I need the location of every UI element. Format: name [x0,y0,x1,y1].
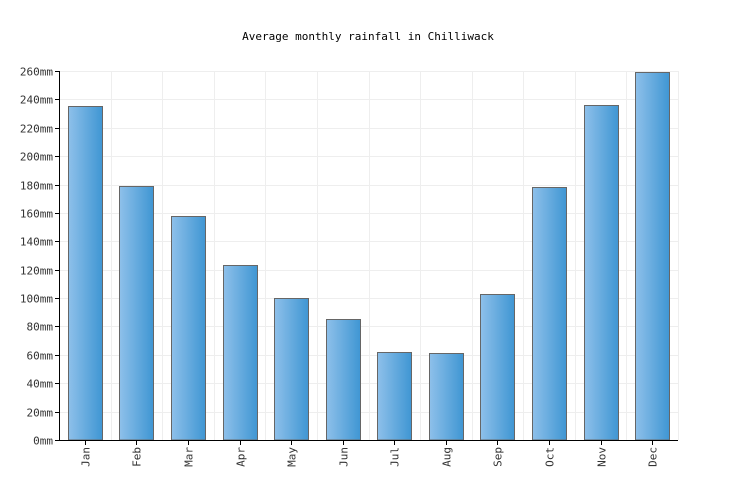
bar-jan [68,106,103,441]
x-tick-label-may: May [286,447,299,467]
y-tick-label: 260mm [20,66,53,79]
x-tick-label-oct: Oct [544,447,557,467]
y-tick-label: 180mm [20,180,53,193]
bar-jul [377,352,412,441]
chart-title: Average monthly rainfall in Chilliwack [242,30,494,43]
y-tick-label: 240mm [20,94,53,107]
x-tick-label-feb: Feb [131,447,144,467]
x-tick-label-sep: Sep [492,447,505,467]
y-tick-label: 220mm [20,123,53,136]
y-tick-label: 160mm [20,208,53,221]
x-tick-label-jul: Jul [389,447,402,467]
bar-nov [584,105,619,441]
y-tick-labels: 0mm 20mm 40mm 60mm 80mm 100mm 120mm 140mm 160mm 1… [20,66,53,448]
x-tick-label-jan: Jan [80,447,93,467]
bar-feb [119,186,154,441]
y-tick-label: 0mm [33,435,53,448]
bar-jun [326,319,361,441]
y-tick-label: 200mm [20,151,53,164]
x-tick-label-dec: Dec [647,447,660,467]
bar-mar [171,216,206,441]
y-tick-label: 140mm [20,236,53,249]
bar-may [274,298,309,441]
bar-dec [635,72,670,441]
axes [55,71,678,445]
bar-oct [532,187,567,441]
y-tick-label: 60mm [27,350,54,363]
y-tick-label: 100mm [20,293,53,306]
x-tick-label-mar: Mar [183,447,196,467]
bar-sep [480,294,515,441]
y-tick-label: 20mm [27,407,54,420]
bar-apr [223,265,258,441]
x-tick-label-apr: Apr [235,447,248,467]
x-tick-label-jun: Jun [338,447,351,467]
x-tick-label-aug: Aug [441,447,454,467]
y-tick-label: 120mm [20,265,53,278]
y-tick-label: 40mm [27,378,54,391]
x-tick-label-nov: Nov [596,447,609,467]
grid-lines [59,71,679,441]
y-tick-label: 80mm [27,321,54,334]
bar-aug [429,353,464,441]
x-tick-labels: Jan Feb Mar Apr May Jun Jul Aug Sep Oct Nov Dec [80,447,660,467]
